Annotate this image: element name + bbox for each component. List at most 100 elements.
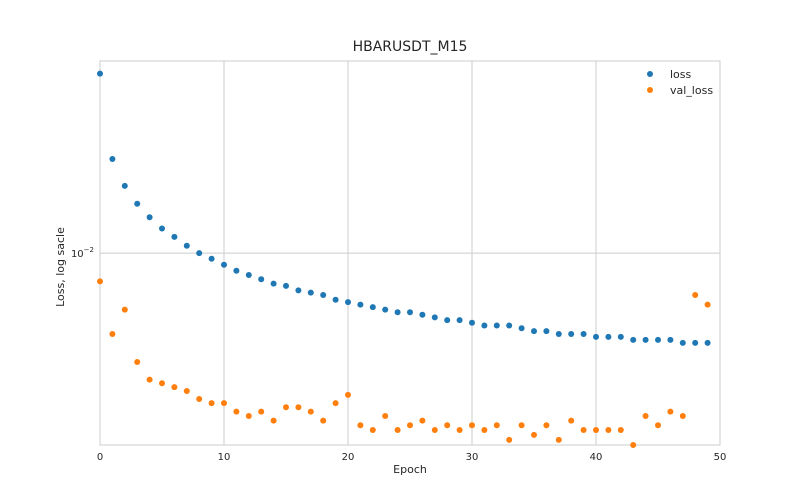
series-val-loss: [97, 278, 711, 448]
data-point: [518, 325, 525, 332]
data-point: [221, 400, 227, 407]
data-point: [655, 336, 661, 343]
data-point: [270, 417, 277, 424]
data-point: [456, 317, 463, 324]
data-point: [382, 306, 389, 313]
data-point: [382, 413, 389, 420]
data-point: [469, 422, 475, 429]
legend-marker: [647, 87, 653, 93]
data-point: [233, 408, 240, 415]
data-point: [679, 413, 686, 420]
data-point: [307, 289, 314, 296]
data-point: [159, 225, 165, 232]
data-point: [419, 311, 426, 318]
data-point: [630, 336, 637, 343]
data-point: [394, 426, 401, 433]
data-point: [692, 339, 699, 346]
x-axis-ticks: 0 10 20 30 40 50: [97, 452, 727, 463]
data-points: [97, 70, 711, 448]
data-point: [183, 242, 190, 249]
data-point: [183, 387, 190, 394]
legend-marker: [647, 71, 653, 77]
data-point: [630, 442, 637, 448]
x-tick-label: 30: [466, 452, 479, 463]
data-point: [109, 156, 116, 163]
data-point: [605, 333, 612, 340]
data-point: [146, 214, 153, 221]
data-point: [493, 422, 500, 429]
data-point: [679, 339, 686, 346]
plot-frame: [99, 60, 721, 446]
data-point: [605, 426, 612, 433]
data-point: [667, 408, 674, 415]
legend-label: val_loss: [670, 84, 713, 97]
data-point: [555, 436, 562, 443]
data-point: [481, 426, 488, 433]
data-point: [332, 400, 339, 407]
data-point: [506, 436, 513, 443]
chart-title: HBARUSDT_M15: [353, 39, 468, 55]
data-point: [134, 358, 141, 365]
data-point: [295, 287, 302, 294]
data-point: [121, 306, 128, 313]
y-axis-label: Loss, log sacle: [54, 227, 67, 307]
x-axis-label: Epoch: [393, 463, 427, 476]
data-point: [506, 322, 513, 329]
data-point: [97, 278, 103, 285]
data-point: [493, 322, 500, 329]
data-point: [444, 422, 451, 429]
data-point: [704, 301, 711, 308]
data-point: [617, 426, 624, 433]
data-point: [320, 291, 327, 298]
series-loss: [97, 70, 711, 346]
data-point: [431, 314, 438, 321]
data-point: [642, 336, 649, 343]
data-point: [171, 384, 178, 391]
data-point: [394, 309, 401, 316]
data-point: [518, 422, 525, 429]
data-point: [109, 331, 116, 338]
grid: [99, 61, 721, 445]
data-point: [345, 299, 351, 306]
data-point: [692, 291, 699, 298]
data-point: [221, 261, 227, 268]
x-tick-label: 20: [342, 452, 355, 463]
data-point: [704, 339, 711, 346]
data-point: [431, 426, 438, 433]
data-point: [159, 380, 165, 387]
data-point: [444, 317, 451, 324]
y-tick-label: 10−2: [71, 246, 94, 260]
data-point: [320, 417, 327, 424]
legend: loss val_loss: [647, 68, 713, 97]
x-tick-label: 10: [218, 452, 231, 463]
data-point: [196, 250, 203, 257]
data-point: [283, 404, 289, 411]
data-point: [531, 328, 537, 335]
data-point: [642, 413, 649, 420]
x-tick-label: 40: [590, 452, 603, 463]
data-point: [369, 426, 376, 433]
data-point: [208, 255, 215, 262]
x-tick-label: 50: [714, 452, 727, 463]
data-point: [97, 70, 103, 77]
data-point: [171, 233, 178, 240]
data-point: [531, 431, 537, 438]
data-point: [456, 426, 463, 433]
data-point: [134, 200, 141, 207]
data-point: [146, 376, 153, 383]
data-point: [543, 328, 550, 335]
data-point: [245, 271, 252, 278]
data-point: [555, 331, 562, 338]
data-point: [283, 282, 289, 289]
data-point: [593, 426, 599, 433]
data-point: [543, 422, 550, 429]
data-point: [593, 333, 599, 340]
data-point: [469, 319, 475, 326]
data-point: [121, 182, 128, 189]
data-point: [208, 400, 215, 407]
data-point: [617, 333, 624, 340]
data-point: [407, 309, 413, 316]
data-point: [245, 413, 252, 420]
data-point: [667, 336, 674, 343]
